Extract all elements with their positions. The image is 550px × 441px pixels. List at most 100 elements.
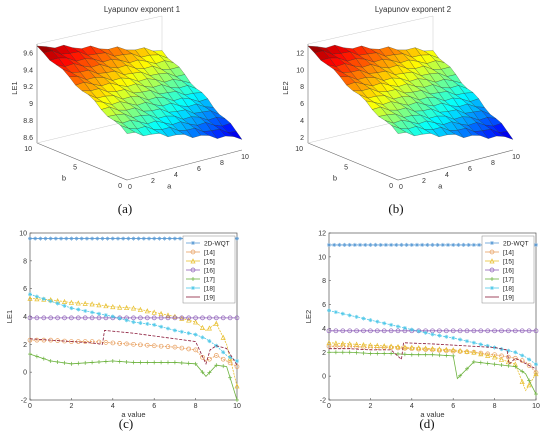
marker-point bbox=[103, 340, 109, 345]
marker-point bbox=[48, 315, 54, 321]
z-axis-label: LE2 bbox=[281, 81, 290, 94]
marker-point bbox=[227, 315, 233, 321]
marker-point bbox=[90, 236, 94, 241]
marker-point bbox=[54, 236, 58, 241]
marker-point bbox=[485, 352, 491, 358]
marker-point bbox=[80, 236, 84, 241]
y-tick-label: 5 bbox=[73, 165, 77, 172]
marker-point bbox=[180, 330, 184, 334]
marker-point bbox=[172, 315, 178, 321]
marker-point bbox=[145, 322, 149, 326]
z-axis-label: LE1 bbox=[10, 81, 19, 94]
z-tick-label: 4 bbox=[300, 118, 304, 125]
marker-point bbox=[327, 308, 331, 313]
panel-caption: (c) bbox=[119, 416, 133, 431]
marker-point bbox=[368, 318, 373, 322]
marker-point bbox=[333, 328, 339, 334]
marker-point bbox=[82, 315, 88, 321]
x-tick-label: 4 bbox=[445, 172, 449, 179]
series-line bbox=[329, 342, 537, 370]
marker-point bbox=[415, 243, 419, 247]
marker-point bbox=[124, 318, 129, 322]
marker-point bbox=[354, 328, 359, 334]
marker-point bbox=[389, 323, 393, 327]
marker-point bbox=[186, 317, 192, 323]
marker-point bbox=[124, 304, 130, 311]
legend-entry: [18] bbox=[204, 285, 215, 292]
marker-point bbox=[410, 243, 414, 247]
y-tick-label: 8 bbox=[322, 278, 326, 285]
y-tick-label: -2 bbox=[21, 398, 27, 405]
marker-point bbox=[465, 339, 469, 343]
marker-point bbox=[436, 243, 440, 247]
marker-point bbox=[178, 236, 182, 241]
y-tick-label: 10 bbox=[19, 231, 27, 238]
x-tick-label: 8 bbox=[493, 403, 497, 410]
marker-point bbox=[478, 351, 484, 357]
marker-point bbox=[451, 336, 455, 340]
marker-point bbox=[117, 304, 123, 310]
marker-point bbox=[34, 296, 40, 302]
series-[18] bbox=[28, 292, 239, 364]
floor-axis-line bbox=[36, 142, 243, 181]
marker-point bbox=[234, 315, 240, 321]
y-tick-label: 10 bbox=[295, 146, 303, 153]
marker-point bbox=[461, 243, 466, 247]
marker-point bbox=[399, 243, 404, 247]
marker-point bbox=[235, 236, 239, 241]
marker-point bbox=[375, 320, 379, 324]
marker-point bbox=[151, 343, 157, 349]
marker-point bbox=[451, 243, 455, 247]
legend-entry: [16] bbox=[503, 267, 514, 274]
marker-point bbox=[138, 321, 143, 325]
marker-point bbox=[69, 236, 74, 241]
marker-point bbox=[527, 357, 531, 362]
marker-point bbox=[179, 345, 185, 351]
marker-point bbox=[423, 345, 429, 351]
x-tick-label: 10 bbox=[532, 403, 540, 410]
series-line bbox=[29, 329, 238, 366]
marker-point bbox=[191, 286, 195, 290]
marker-point bbox=[388, 343, 394, 349]
legend-entry: 2D-WQT bbox=[204, 240, 230, 247]
marker-point bbox=[354, 341, 360, 347]
marker-point bbox=[382, 321, 386, 325]
marker-point bbox=[89, 339, 95, 344]
legend-entry: [19] bbox=[503, 294, 514, 301]
marker-point bbox=[492, 328, 497, 334]
marker-point bbox=[97, 312, 101, 316]
marker-point bbox=[228, 355, 232, 359]
back-grid-line bbox=[36, 15, 163, 45]
z-tick-label: 9.4 bbox=[23, 67, 33, 74]
chart-title: Lyapunov exponent 2 bbox=[375, 5, 452, 14]
marker-point bbox=[200, 315, 205, 321]
series-[19] bbox=[29, 329, 238, 366]
marker-point bbox=[347, 341, 353, 347]
marker-point bbox=[332, 243, 336, 247]
surface-plot-b: 2 4 6 8 10 12 LE2 0 2 4 6 8 10 a 0 5 10 b Lyapunov exponen… bbox=[281, 5, 520, 216]
marker-point bbox=[190, 258, 196, 264]
marker-point bbox=[354, 315, 359, 319]
marker-point bbox=[55, 315, 60, 321]
legend-entry: [18] bbox=[503, 285, 514, 292]
marker-point bbox=[443, 346, 449, 352]
marker-point bbox=[363, 243, 367, 247]
marker-point bbox=[403, 326, 407, 330]
marker-point bbox=[190, 267, 196, 273]
y-tick-label: 8 bbox=[23, 258, 27, 265]
marker-point bbox=[200, 354, 205, 360]
x-tick-label: 8 bbox=[194, 403, 198, 410]
marker-point bbox=[457, 328, 463, 334]
marker-point bbox=[416, 346, 422, 352]
y-tick-label: 2 bbox=[23, 342, 27, 349]
series-[16] bbox=[326, 328, 539, 334]
x-tick-label: 6 bbox=[451, 403, 455, 410]
marker-point bbox=[82, 339, 88, 344]
marker-point bbox=[430, 243, 435, 247]
marker-point bbox=[116, 236, 120, 241]
marker-point bbox=[62, 315, 67, 321]
marker-point bbox=[27, 315, 33, 321]
x-tick-label: 2 bbox=[151, 178, 155, 185]
marker-point bbox=[173, 328, 177, 333]
